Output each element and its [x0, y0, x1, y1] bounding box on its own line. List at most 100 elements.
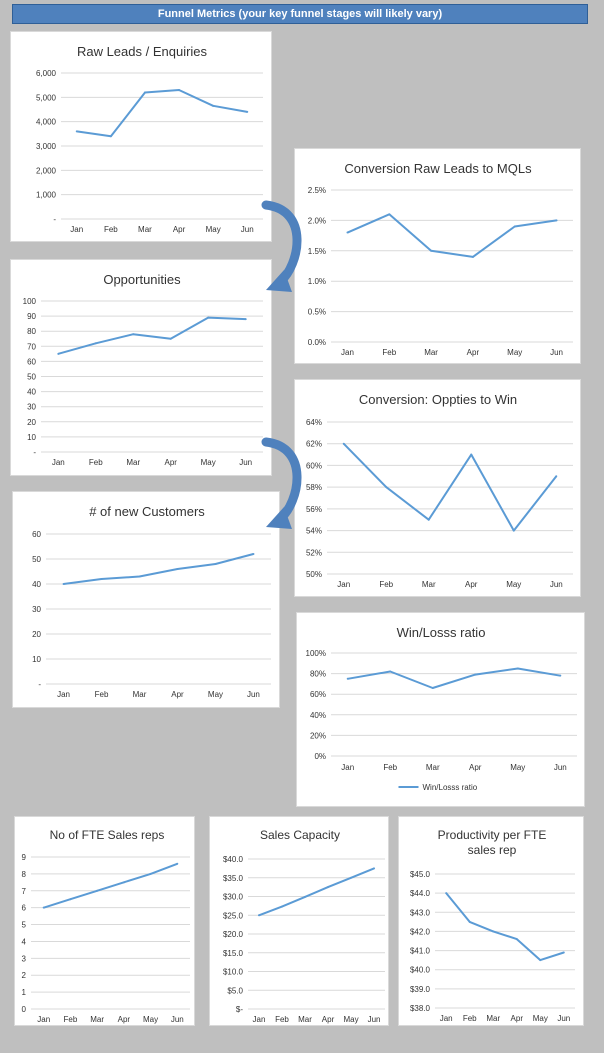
y-tick-label: - — [33, 448, 36, 457]
data-point — [431, 687, 434, 690]
y-tick-label: 50 — [32, 555, 41, 564]
y-tick-label: $35.0 — [223, 874, 244, 883]
chart-legend: Win/Losss ratio — [398, 783, 478, 792]
x-tick-label: Mar — [424, 348, 438, 357]
x-tick-label: Jan — [440, 1014, 453, 1023]
data-point — [539, 959, 542, 962]
x-tick-label: Mar — [90, 1015, 104, 1024]
y-tick-label: 5,000 — [36, 93, 57, 102]
x-tick-label: Feb — [463, 1014, 477, 1023]
chart-raw-leads: Raw Leads / Enquiries - 1,000 2,000 3,000 4,0… — [10, 31, 272, 242]
y-tick-label: 1.5% — [308, 247, 326, 256]
x-tick-label: Feb — [275, 1015, 289, 1024]
y-tick-label: 3 — [22, 954, 27, 963]
chart-title: Conversion Raw Leads to MQLs — [344, 161, 532, 176]
data-point — [555, 475, 558, 478]
data-point — [57, 352, 60, 355]
x-tick-label: Jan — [341, 348, 354, 357]
x-tick-label: Apr — [173, 225, 186, 234]
data-point — [516, 667, 519, 670]
data-point — [42, 906, 45, 909]
y-tick-label: 60% — [310, 690, 326, 699]
data-point — [244, 318, 247, 321]
x-tick-label: Apr — [118, 1015, 131, 1024]
data-point — [257, 914, 260, 917]
x-tick-label: Jun — [241, 225, 254, 234]
data-point — [69, 898, 72, 901]
data-point — [138, 575, 141, 578]
series-line — [63, 553, 254, 585]
x-tick-label: Jan — [341, 763, 354, 772]
chart-opportunities: Opportunities - 10 20 30 40 50 60 70 80 90 100 Jan Fe… — [10, 259, 272, 476]
data-point — [132, 333, 135, 336]
x-tick-label: Jun — [239, 458, 252, 467]
x-tick-label: May — [201, 458, 216, 467]
x-tick-label: May — [143, 1015, 158, 1024]
y-tick-label: 10 — [32, 655, 41, 664]
data-point — [515, 938, 518, 941]
y-tick-label: 60 — [32, 530, 41, 539]
data-point — [252, 553, 255, 555]
x-tick-label: Jan — [57, 690, 70, 699]
data-point — [471, 255, 474, 258]
x-tick-label: Feb — [89, 458, 103, 467]
y-tick-label: $40.0 — [223, 855, 244, 864]
x-tick-label: Jun — [247, 690, 260, 699]
y-tick-label: $5.0 — [227, 986, 243, 995]
y-tick-label: 7 — [22, 887, 27, 896]
x-tick-label: Apr — [467, 348, 480, 357]
series-line — [347, 667, 561, 689]
data-point — [122, 881, 125, 884]
x-tick-label: May — [208, 690, 223, 699]
y-tick-label: 80% — [310, 670, 326, 679]
chart-productivity-per-fte: Productivity per FTE sales rep $38.0 $39.0 $… — [398, 816, 584, 1026]
data-point — [430, 249, 433, 252]
chart-title: Conversion: Oppties to Win — [359, 392, 517, 407]
data-point — [94, 342, 97, 345]
x-tick-label: Feb — [64, 1015, 78, 1024]
x-tick-label: Feb — [379, 580, 393, 589]
x-tick-label: May — [506, 580, 521, 589]
x-tick-label: Apr — [171, 690, 184, 699]
chart-svg: # of new Customers - 10 20 30 40 50 60 Jan Feb Mar… — [32, 504, 271, 699]
x-tick-label: Feb — [95, 690, 109, 699]
legend-label: Win/Losss ratio — [423, 783, 478, 792]
data-point — [492, 930, 495, 933]
data-point — [96, 889, 99, 892]
x-tick-label: Apr — [322, 1015, 335, 1024]
chart-svg: Conversion Raw Leads to MQLs 0.0% 0.5% 1.0%… — [308, 161, 573, 357]
y-tick-label: 30 — [32, 605, 41, 614]
x-tick-label: Jan — [70, 225, 83, 234]
chart-title: Productivity per FTE — [438, 828, 547, 842]
y-tick-label: 58% — [306, 483, 322, 492]
y-tick-label: $41.0 — [410, 947, 431, 956]
x-tick-label: May — [206, 225, 221, 234]
data-point — [385, 486, 388, 489]
y-tick-label: 62% — [306, 440, 322, 449]
x-tick-label: May — [507, 348, 522, 357]
data-point — [474, 673, 477, 676]
y-tick-label: $38.0 — [410, 1004, 431, 1013]
y-tick-label: $39.0 — [410, 985, 431, 994]
x-tick-label: Jan — [37, 1015, 50, 1024]
y-tick-label: 100 — [23, 297, 37, 306]
data-point — [470, 453, 473, 456]
x-tick-label: Mar — [138, 225, 152, 234]
data-point — [388, 213, 391, 216]
x-tick-label: Feb — [382, 348, 396, 357]
x-tick-label: Jun — [550, 580, 563, 589]
data-point — [212, 104, 215, 107]
y-tick-label: 2.0% — [308, 216, 326, 225]
data-point — [100, 578, 103, 580]
y-tick-label: 30 — [27, 403, 36, 412]
y-tick-label: 3,000 — [36, 142, 57, 151]
y-tick-label: 20 — [32, 630, 41, 639]
y-tick-label: - — [38, 680, 41, 689]
data-point — [555, 219, 558, 222]
y-tick-label: $42.0 — [410, 927, 431, 936]
chart-title: Raw Leads / Enquiries — [77, 44, 208, 59]
y-tick-label: $44.0 — [410, 889, 431, 898]
x-tick-label: Mar — [133, 690, 147, 699]
y-tick-label: - — [53, 215, 56, 224]
